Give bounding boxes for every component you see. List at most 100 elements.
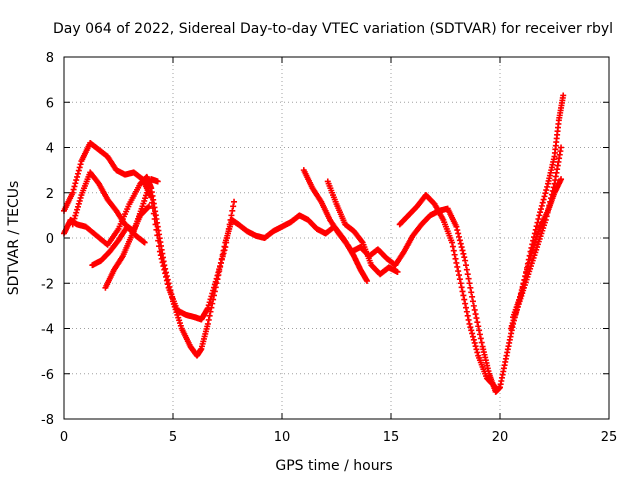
data-point	[529, 241, 536, 248]
data-point	[69, 189, 76, 196]
data-point	[141, 239, 148, 246]
data-point	[155, 237, 162, 244]
data-point	[469, 298, 476, 305]
data-point	[154, 178, 161, 185]
data-point	[472, 343, 479, 350]
data-point	[530, 237, 537, 244]
data-point	[476, 327, 483, 334]
data-point	[73, 177, 80, 184]
data-point	[456, 233, 463, 240]
data-point	[464, 312, 471, 319]
data-point	[145, 204, 152, 211]
data-point	[164, 281, 171, 288]
data-point	[544, 209, 551, 216]
data-point	[213, 275, 220, 282]
x-tick-label: 15	[383, 430, 400, 445]
data-point	[540, 196, 547, 203]
data-point	[461, 254, 468, 261]
data-point	[71, 183, 78, 190]
data-point	[468, 289, 475, 296]
data-point	[527, 248, 534, 255]
data-point	[542, 190, 549, 197]
data-point	[454, 263, 461, 270]
data-point	[452, 255, 459, 262]
data-point	[465, 316, 472, 323]
data-point	[462, 300, 469, 307]
data-point	[226, 221, 233, 228]
data-point	[467, 284, 474, 291]
data-point	[548, 195, 555, 202]
data-point	[471, 339, 478, 346]
series-branch-f	[324, 178, 401, 278]
data-point	[70, 186, 77, 193]
data-point	[476, 331, 483, 338]
data-point	[77, 194, 84, 201]
data-point	[75, 200, 82, 207]
data-point	[224, 230, 231, 237]
data-point	[70, 218, 77, 225]
data-point	[225, 225, 232, 232]
data-point	[159, 259, 166, 266]
data-point	[76, 197, 83, 204]
data-point	[455, 230, 462, 237]
data-point	[75, 167, 82, 174]
data-point	[146, 203, 153, 210]
data-point	[457, 280, 464, 287]
data-point	[451, 251, 458, 258]
data-point	[154, 232, 161, 239]
data-point	[217, 259, 224, 266]
data-point	[478, 339, 485, 346]
data-point	[465, 275, 472, 282]
data-point	[463, 266, 470, 273]
data-point	[206, 299, 213, 306]
data-point	[158, 255, 165, 262]
data-point	[216, 266, 223, 273]
data-point	[211, 281, 218, 288]
data-point	[149, 199, 156, 206]
series-branch-h	[510, 92, 567, 321]
data-point	[459, 247, 466, 254]
data-point	[450, 247, 457, 254]
data-point	[209, 290, 216, 297]
data-point	[228, 212, 235, 219]
data-point	[541, 193, 548, 200]
data-point	[525, 256, 532, 263]
data-point	[204, 305, 211, 312]
data-point	[466, 280, 473, 287]
data-point	[474, 349, 481, 356]
data-point	[532, 226, 539, 233]
data-point	[151, 215, 158, 222]
data-point	[230, 203, 237, 210]
data-point	[462, 257, 469, 264]
data-point	[471, 306, 478, 313]
data-point	[469, 293, 476, 300]
data-point	[536, 212, 543, 219]
data-point	[492, 384, 499, 391]
chart-title: Day 064 of 2022, Sidereal Day-to-day VTE…	[53, 21, 613, 37]
data-point	[218, 256, 225, 263]
data-point	[74, 206, 81, 213]
data-point	[152, 221, 159, 228]
data-point	[460, 292, 467, 299]
data-point	[453, 259, 460, 266]
data-point	[72, 212, 79, 219]
data-point	[491, 383, 498, 390]
data-point	[210, 287, 217, 294]
y-tick-label: -6	[41, 368, 54, 383]
data-point	[547, 198, 554, 205]
data-point	[449, 243, 456, 250]
data-point	[534, 219, 541, 226]
data-point	[469, 330, 476, 337]
data-point	[558, 176, 565, 183]
data-point	[531, 230, 538, 237]
data-point	[468, 327, 475, 334]
data-point	[163, 277, 170, 284]
data-point	[473, 346, 480, 353]
y-tick-label: 8	[46, 51, 54, 66]
data-point	[221, 247, 228, 254]
data-point	[149, 205, 156, 212]
data-point	[224, 235, 231, 241]
y-tick-label: -8	[41, 413, 54, 428]
data-point	[544, 183, 551, 190]
